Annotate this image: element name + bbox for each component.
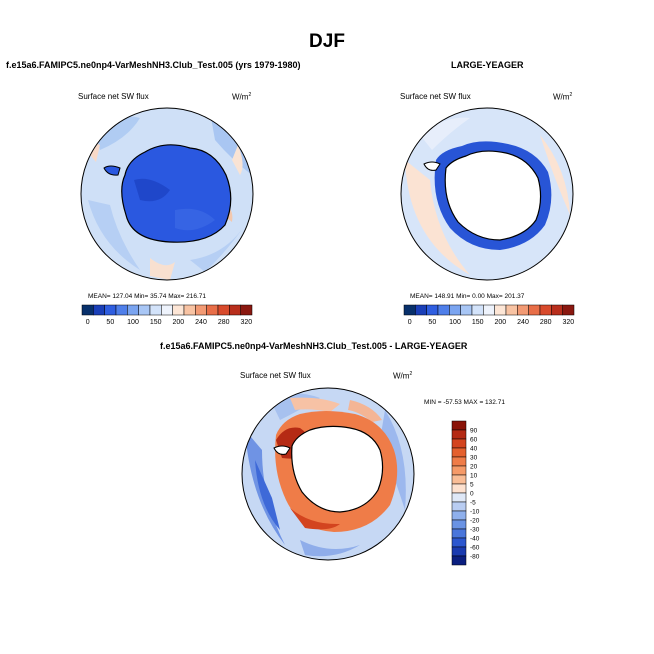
colorbar-tick-label: -30	[470, 527, 480, 534]
colorbar-tick-label: 100	[449, 319, 461, 326]
model-stats: MEAN= 127.04 Min= 35.74 Max= 216.71	[88, 293, 206, 300]
colorbar-swatch	[562, 304, 575, 316]
colorbar-tick-label: 10	[470, 473, 478, 480]
colorbar-tick-label: 0	[470, 491, 474, 498]
colorbar-tick-label: 5	[470, 482, 474, 489]
colorbar-tick-label: 150	[472, 319, 484, 326]
colorbar-tick-label: 150	[150, 319, 162, 326]
diff-case-title: f.e15a6.FAMIPC5.ne0np4-VarMeshNH3.Club_T…	[160, 341, 468, 351]
colorbar-tick-label: 200	[494, 319, 506, 326]
colorbar-tick-label: -5	[470, 500, 476, 507]
colorbar-tick-label: 200	[172, 319, 184, 326]
colorbar-tick-label: 320	[240, 319, 252, 326]
colorbar-tick-label: -20	[470, 518, 480, 525]
diff-units-label: W/m2	[393, 371, 413, 381]
figure-title: DJF	[309, 31, 345, 52]
colorbar-swatch	[451, 546, 467, 557]
colorbar-swatch	[451, 519, 467, 530]
colorbar-tick-label: 100	[127, 319, 139, 326]
colorbar-swatch	[451, 420, 467, 431]
colorbar-swatch	[451, 447, 467, 458]
diff-minmax: MIN = -57.53 MAX = 132.71	[424, 399, 505, 406]
obs-stats: MEAN= 148.91 Min= 0.00 Max= 201.37	[410, 293, 525, 300]
colorbar-tick-label: 50	[106, 319, 114, 326]
colorbar-tick-label: -60	[470, 545, 480, 552]
colorbar-swatch	[451, 483, 467, 494]
colorbar-swatch	[451, 465, 467, 476]
colorbar-tick-label: -40	[470, 536, 480, 543]
colorbar-swatch	[451, 555, 467, 566]
obs-units-label: W/m2	[553, 92, 573, 102]
colorbar-tick-label: 0	[86, 319, 90, 326]
model-variable-label: Surface net SW flux	[78, 92, 149, 101]
colorbar-tick-label: 60	[470, 437, 478, 444]
colorbar-swatch	[451, 492, 467, 503]
colorbar-swatch	[451, 438, 467, 449]
colorbar-tick-label: 40	[470, 446, 478, 453]
obs-case-title: LARGE-YEAGER	[451, 60, 524, 70]
colorbar-swatch	[240, 304, 253, 316]
colorbar-tick-label: 240	[517, 319, 529, 326]
colorbar-tick-label: 0	[408, 319, 412, 326]
colorbar-tick-label: 280	[218, 319, 230, 326]
colorbar-swatch	[451, 474, 467, 485]
colorbar-swatch	[451, 537, 467, 548]
colorbar-tick-label: 50	[428, 319, 436, 326]
colorbar-tick-label: 30	[470, 455, 478, 462]
colorbar-swatch	[451, 456, 467, 467]
colorbar-swatch	[451, 429, 467, 440]
colorbar-swatch	[451, 528, 467, 539]
diff-variable-label: Surface net SW flux	[240, 371, 311, 380]
colorbar-tick-label: 280	[540, 319, 552, 326]
obs-variable-label: Surface net SW flux	[400, 92, 471, 101]
model-units-label: W/m2	[232, 92, 252, 102]
colorbar-tick-label: -80	[470, 554, 480, 561]
colorbar-swatch	[451, 510, 467, 521]
colorbar-tick-label: 240	[195, 319, 207, 326]
colorbar-tick-label: 320	[562, 319, 574, 326]
model-case-title: f.e15a6.FAMIPC5.ne0np4-VarMeshNH3.Club_T…	[6, 60, 301, 70]
colorbar-tick-label: -10	[470, 509, 480, 516]
colorbar-tick-label: 20	[470, 464, 478, 471]
colorbar-swatch	[451, 501, 467, 512]
colorbar-tick-label: 90	[470, 428, 478, 435]
